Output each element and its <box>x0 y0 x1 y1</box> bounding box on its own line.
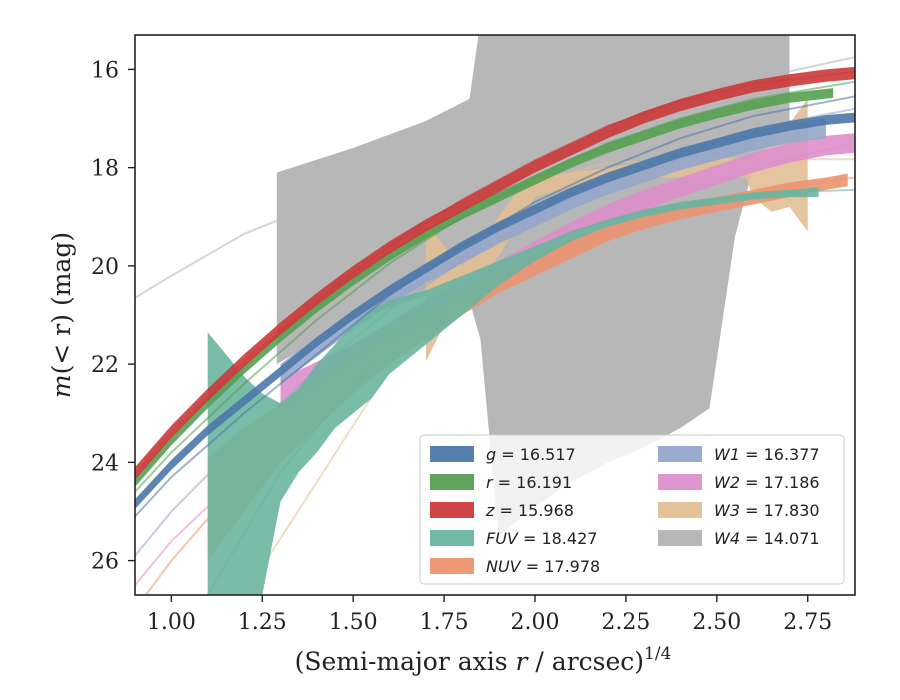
x-tick-label: 1.50 <box>329 610 378 635</box>
legend-label: W1 = 16.377 <box>714 445 820 464</box>
legend-item-w1: W1 = 16.377 <box>658 445 820 464</box>
legend-item-z: z = 15.968 <box>430 501 574 520</box>
series-fuv <box>206 187 855 595</box>
legend-swatch <box>430 530 474 546</box>
series-layer <box>135 35 855 595</box>
x-tick-label: 2.25 <box>601 610 650 635</box>
legend-label: W4 = 14.071 <box>714 529 820 548</box>
legend-swatch <box>658 446 702 462</box>
y-tick-label: 22 <box>91 353 119 378</box>
legend-item-r: r = 16.191 <box>430 473 572 492</box>
series-g <box>135 95 855 518</box>
legend: g = 16.517 r = 16.191 z = 15.968 FUV = 18.4… <box>419 434 845 585</box>
x-axis-label: (Semi-major axis r / arcsec)1/4 <box>295 644 672 676</box>
legend-item-w3: W3 = 17.830 <box>658 501 820 520</box>
legend-swatch <box>430 558 474 574</box>
ticks-layer: 1.00 1.25 1.50 1.75 2.00 2.25 2.50 2.75 16 18 20 22… <box>91 58 832 635</box>
series-z <box>135 66 855 480</box>
series-r <box>135 80 855 493</box>
x-tick-label: 1.00 <box>147 610 196 635</box>
legend-swatch <box>430 446 474 462</box>
legend-item-nuv: NUV = 17.978 <box>430 557 600 576</box>
series-w3-band <box>425 98 808 362</box>
legend-item-w4: W4 = 14.071 <box>658 529 820 548</box>
legend-frame <box>419 434 845 585</box>
y-tick-label: 20 <box>91 255 119 280</box>
legend-label: W3 = 17.830 <box>714 501 820 520</box>
series-fuv-band <box>207 187 819 595</box>
x-tick-label: 2.75 <box>783 610 832 635</box>
legend-item-g: g = 16.517 <box>430 445 576 464</box>
x-tick-label: 1.75 <box>420 610 469 635</box>
legend-swatch <box>430 502 474 518</box>
legend-swatch <box>658 502 702 518</box>
x-tick-label: 2.50 <box>692 610 741 635</box>
legend-label: g = 16.517 <box>486 445 576 464</box>
legend-swatch <box>658 530 702 546</box>
legend-label: r = 16.191 <box>486 473 572 492</box>
plot-frame <box>134 34 856 596</box>
legend-swatch <box>658 474 702 490</box>
y-tick-label: 24 <box>91 451 119 476</box>
x-tick-label: 1.25 <box>238 610 287 635</box>
legend-item-fuv: FUV = 18.427 <box>430 529 597 548</box>
y-tick-label: 26 <box>91 550 119 575</box>
legend-label: W2 = 17.186 <box>714 473 820 492</box>
y-axis-label: m(< r) (mag) <box>47 232 76 398</box>
legend-label: z = 15.968 <box>485 501 574 520</box>
legend-swatch <box>430 474 474 490</box>
x-tick-label: 2.00 <box>511 610 560 635</box>
y-tick-label: 16 <box>91 58 119 83</box>
legend-label: FUV = 18.427 <box>486 529 597 548</box>
legend-label: NUV = 17.978 <box>486 557 600 576</box>
y-tick-label: 18 <box>91 157 119 182</box>
series-w1-band <box>280 118 826 384</box>
legend-item-w2: W2 = 17.186 <box>658 473 820 492</box>
